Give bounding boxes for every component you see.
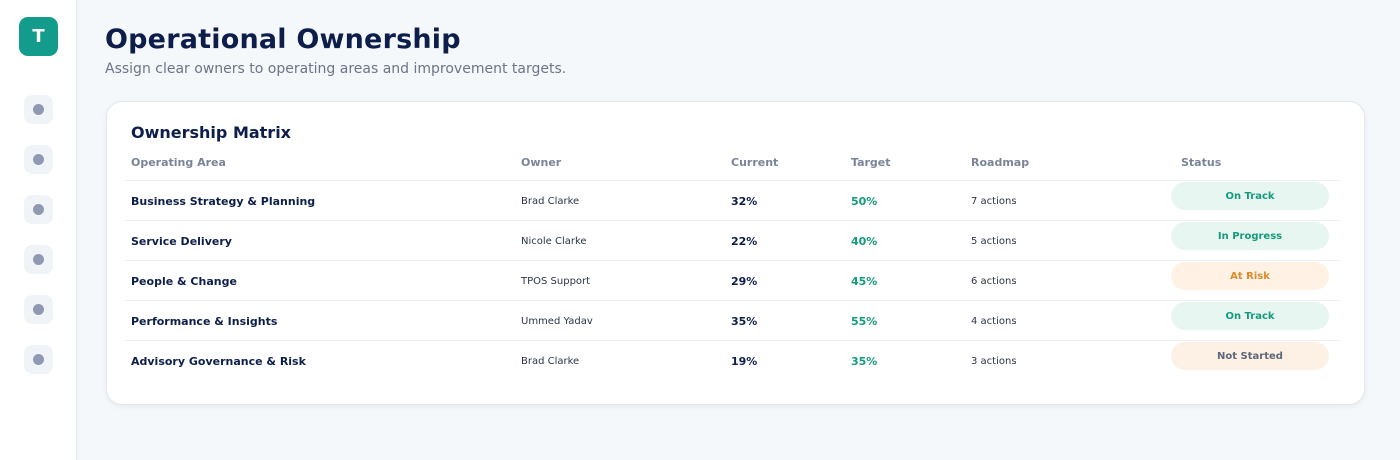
row-roadmap: 4 actions xyxy=(971,315,1017,327)
row-current: 29% xyxy=(731,274,758,288)
row-roadmap: 5 actions xyxy=(971,235,1017,247)
table-row[interactable]: Business Strategy & Planning Brad Clarke… xyxy=(125,180,1341,220)
row-current: 32% xyxy=(731,194,758,208)
row-target: 55% xyxy=(851,314,878,328)
dot-icon xyxy=(33,154,44,165)
row-owner: Ummed Yadav xyxy=(521,315,593,327)
status-badge: At Risk xyxy=(1171,262,1329,290)
dot-icon xyxy=(33,104,44,115)
column-header-status[interactable]: Status xyxy=(1181,156,1222,169)
status-badge: On Track xyxy=(1171,302,1329,330)
app-logo[interactable]: T xyxy=(19,17,58,56)
column-header-area[interactable]: Operating Area xyxy=(131,156,226,169)
dot-icon xyxy=(33,204,44,215)
row-operating-area: Advisory Governance & Risk xyxy=(131,354,306,368)
row-roadmap: 7 actions xyxy=(971,195,1017,207)
row-operating-area: People & Change xyxy=(131,274,237,288)
row-target: 50% xyxy=(851,194,878,208)
row-owner: Nicole Clarke xyxy=(521,235,587,247)
row-operating-area: Performance & Insights xyxy=(131,314,278,328)
page-subtitle: Assign clear owners to operating areas a… xyxy=(105,61,567,77)
row-roadmap: 3 actions xyxy=(971,355,1017,367)
dot-icon xyxy=(33,254,44,265)
column-header-target[interactable]: Target xyxy=(851,156,891,169)
dot-icon xyxy=(33,304,44,315)
row-roadmap: 6 actions xyxy=(971,275,1017,287)
row-owner: Brad Clarke xyxy=(521,355,580,367)
column-header-roadmap[interactable]: Roadmap xyxy=(971,156,1030,169)
table-row[interactable]: Advisory Governance & Risk Brad Clarke 1… xyxy=(125,340,1341,380)
row-target: 35% xyxy=(851,354,878,368)
status-badge: In Progress xyxy=(1171,222,1329,250)
card-title: Ownership Matrix xyxy=(131,123,291,142)
table-row[interactable]: People & Change TPOS Support 29% 45% 6 a… xyxy=(125,260,1341,300)
row-current: 35% xyxy=(731,314,758,328)
sidebar-nav-item-2[interactable] xyxy=(24,145,53,174)
column-header-owner[interactable]: Owner xyxy=(521,156,562,169)
row-target: 40% xyxy=(851,234,878,248)
row-operating-area: Service Delivery xyxy=(131,234,232,248)
sidebar: T xyxy=(0,0,77,460)
row-target: 45% xyxy=(851,274,878,288)
table-row[interactable]: Performance & Insights Ummed Yadav 35% 5… xyxy=(125,300,1341,340)
table-row[interactable]: Service Delivery Nicole Clarke 22% 40% 5… xyxy=(125,220,1341,260)
row-current: 22% xyxy=(731,234,758,248)
column-header-current[interactable]: Current xyxy=(731,156,779,169)
sidebar-nav-item-1[interactable] xyxy=(24,95,53,124)
status-badge: On Track xyxy=(1171,182,1329,210)
row-operating-area: Business Strategy & Planning xyxy=(131,194,316,208)
dot-icon xyxy=(33,354,44,365)
row-owner: TPOS Support xyxy=(521,275,591,287)
sidebar-nav-item-5[interactable] xyxy=(24,295,53,324)
sidebar-nav-item-6[interactable] xyxy=(24,345,53,374)
ownership-matrix-card: Ownership Matrix Operating Area Owner Cu… xyxy=(106,101,1365,405)
status-badge: Not Started xyxy=(1171,342,1329,370)
row-owner: Brad Clarke xyxy=(521,195,580,207)
sidebar-nav-item-3[interactable] xyxy=(24,195,53,224)
page-title: Operational Ownership xyxy=(105,24,461,55)
row-current: 19% xyxy=(731,354,758,368)
logo-letter: T xyxy=(32,26,45,47)
sidebar-nav-item-4[interactable] xyxy=(24,245,53,274)
